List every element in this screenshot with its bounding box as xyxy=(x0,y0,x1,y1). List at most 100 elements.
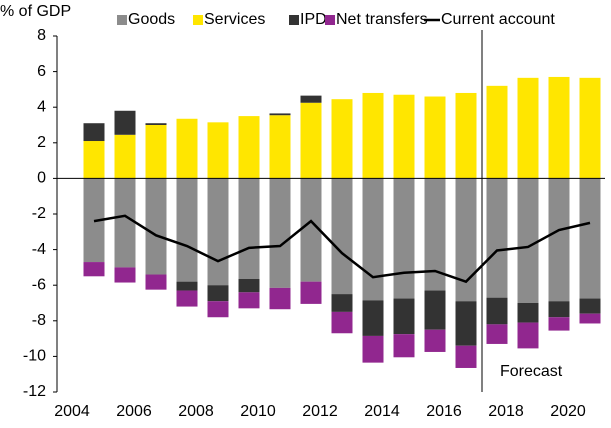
y-axis-title: % of GDP xyxy=(0,3,71,20)
legend-label: Services xyxy=(204,11,265,28)
bar-segment xyxy=(579,77,601,179)
bar-segment xyxy=(393,298,415,335)
legend-swatch xyxy=(325,15,335,25)
bar-segment xyxy=(176,281,198,291)
line-series xyxy=(93,214,591,284)
y-tick-label: 4 xyxy=(37,98,46,115)
bar-segment xyxy=(331,178,353,295)
bar-segment xyxy=(300,102,322,179)
bar-segment xyxy=(393,178,415,299)
bar-segment xyxy=(424,290,446,330)
bar-segment xyxy=(331,311,353,334)
bar-segment xyxy=(238,278,260,293)
bar-segment xyxy=(424,178,446,291)
bar-segment xyxy=(83,123,105,142)
bar-segment xyxy=(238,292,260,309)
y-tick-label: -8 xyxy=(32,312,46,329)
legend-swatch xyxy=(289,15,299,25)
bar-segment xyxy=(579,298,601,314)
bar-segment xyxy=(145,178,167,275)
bar-segment xyxy=(300,95,322,103)
y-tick-label: -2 xyxy=(32,205,46,222)
x-tick-label: 2004 xyxy=(54,403,90,420)
bar-segment xyxy=(455,345,477,368)
bar-segment xyxy=(362,335,384,363)
y-tick-label: 8 xyxy=(37,27,46,44)
legend-label: Net transfers xyxy=(336,11,428,28)
bar-segment xyxy=(579,178,601,299)
legend-label: Goods xyxy=(128,11,175,28)
bar-segment xyxy=(424,329,446,352)
bar-segment xyxy=(517,303,539,323)
bar-segment xyxy=(207,301,229,318)
bar-segment xyxy=(517,77,539,179)
bar-segment xyxy=(393,334,415,358)
y-tick-label: 0 xyxy=(37,170,46,187)
bar-segment xyxy=(269,113,291,116)
bar-segment xyxy=(114,178,136,268)
bar-segment xyxy=(331,99,353,179)
bar-segment xyxy=(486,85,508,179)
legend-label: Current account xyxy=(441,11,555,28)
bar-segment xyxy=(83,141,105,179)
bar-segment xyxy=(455,301,477,346)
x-tick-label: 2006 xyxy=(116,403,152,420)
x-tick-label: 2018 xyxy=(488,403,524,420)
bar-segment xyxy=(362,92,384,179)
legend-swatch xyxy=(117,15,127,25)
bar-segment xyxy=(176,178,198,282)
x-tick-label: 2012 xyxy=(302,403,338,420)
bar-segment xyxy=(331,294,353,312)
bar-segment xyxy=(548,317,570,331)
bar-segment xyxy=(83,262,105,277)
x-tick-label: 2020 xyxy=(550,403,586,420)
y-tick-label: -4 xyxy=(32,241,46,258)
bar-segment xyxy=(548,301,570,318)
bar-segment xyxy=(176,118,198,179)
annotation: Forecast xyxy=(500,363,563,380)
bar-segment xyxy=(548,178,570,302)
bar-segment xyxy=(238,178,260,279)
bar-segment xyxy=(269,287,291,310)
bar-segment xyxy=(114,134,136,179)
bar-segment xyxy=(207,178,229,286)
bar-segment xyxy=(145,125,167,179)
bar-segment xyxy=(362,300,384,336)
bar-segment xyxy=(486,297,508,325)
bar-segment xyxy=(207,122,229,179)
bar-segment xyxy=(176,290,198,307)
bar-segment xyxy=(455,92,477,179)
y-tick-label: 2 xyxy=(37,134,46,151)
bar-segment xyxy=(579,313,601,324)
x-tick-label: 2010 xyxy=(240,403,276,420)
x-tick-label: 2008 xyxy=(178,403,214,420)
y-tick-label: -12 xyxy=(23,383,46,400)
bar-segment xyxy=(145,123,167,125)
bar-segment xyxy=(486,178,508,298)
bar-segment xyxy=(548,76,570,179)
legend-label: IPD xyxy=(300,11,327,28)
y-tick-label: 6 xyxy=(37,63,46,80)
bar-segment xyxy=(269,115,291,179)
bar-segment xyxy=(145,274,167,290)
bar-segment xyxy=(300,178,322,282)
legend-swatch xyxy=(193,15,203,25)
bar-segment xyxy=(300,281,322,304)
bar-segment xyxy=(207,285,229,302)
bar-segment xyxy=(362,178,384,301)
bar-segment xyxy=(269,178,291,288)
x-tick-label: 2016 xyxy=(426,403,462,420)
bar-segment xyxy=(455,178,477,302)
bar-segment xyxy=(393,94,415,179)
bar-segment xyxy=(238,116,260,179)
bar-segment xyxy=(517,178,539,303)
y-tick-label: -6 xyxy=(32,276,46,293)
x-tick-label: 2014 xyxy=(364,403,400,420)
y-tick-label: -10 xyxy=(23,348,46,365)
bar-segment xyxy=(114,110,136,135)
bar-segment xyxy=(114,267,136,283)
bar-segment xyxy=(517,322,539,349)
bar-segment xyxy=(424,96,446,179)
